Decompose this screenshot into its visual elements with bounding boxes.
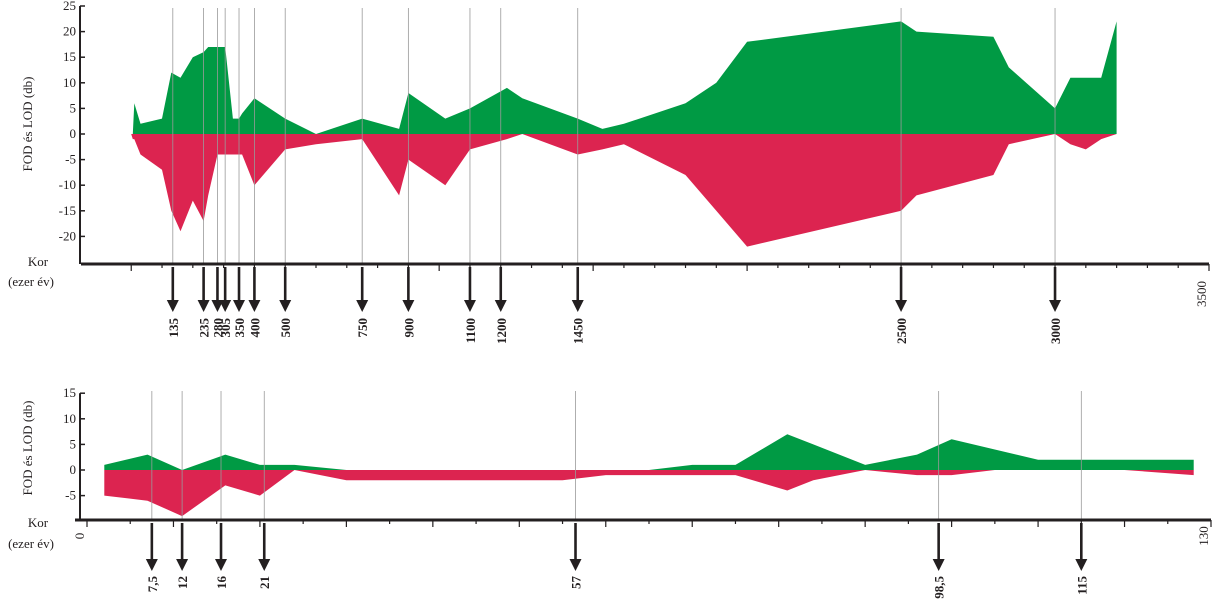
- y-tick-label: 15: [63, 49, 76, 64]
- marker-arrow-head: [571, 300, 584, 312]
- y-axis-label: FOD és LOD (db): [20, 401, 35, 496]
- marker-arrow-head: [145, 559, 158, 571]
- marker-label: 280: [210, 318, 225, 338]
- marker-arrow-head: [356, 300, 369, 312]
- chart-2: 15 10 5 0 -5 FOD és LOD (db) Kor (ezer év) 130 0 7…: [8, 385, 1212, 599]
- marker-label: 21: [257, 576, 272, 589]
- marker-label: 135: [166, 318, 181, 338]
- marker-arrow-head: [233, 300, 246, 312]
- marker-arrow-head: [932, 559, 945, 571]
- marker-arrow-head: [215, 559, 228, 571]
- marker-arrow-head: [248, 300, 261, 312]
- marker-label: 1200: [494, 318, 509, 344]
- marker-label: 12: [175, 576, 190, 589]
- marker-arrow-head: [895, 300, 908, 312]
- marker-label: 2500: [894, 318, 909, 344]
- marker-arrow-head: [258, 559, 271, 571]
- marker-label: 57: [569, 576, 584, 590]
- marker-label: 305: [218, 318, 233, 338]
- y-tick-label: 0: [70, 126, 77, 141]
- x-start-label: 0: [72, 533, 87, 540]
- x-axis-label-line1: Kor: [28, 515, 49, 530]
- y-tick-label: -15: [59, 203, 76, 218]
- marker-arrow-head: [219, 300, 232, 312]
- marker-label: 400: [247, 318, 262, 338]
- marker-arrow-head: [176, 559, 189, 571]
- marker-label: 235: [197, 318, 212, 338]
- marker-arrow-head: [166, 300, 179, 312]
- marker-label: 900: [401, 318, 416, 338]
- marker-label: 16: [214, 576, 229, 590]
- y-tick-label: -10: [59, 177, 76, 192]
- marker-label: 115: [1074, 576, 1089, 595]
- marker-arrow-head: [463, 300, 476, 312]
- y-tick-label: 0: [70, 462, 77, 477]
- lod-area: [131, 134, 1117, 247]
- y-tick-label: 10: [63, 411, 76, 426]
- fod-area: [131, 21, 1117, 134]
- marker-arrow-head: [569, 559, 582, 571]
- marker-arrow-head: [402, 300, 415, 312]
- x-axis-label-line1: Kor: [28, 254, 49, 269]
- marker-label: 98,5: [932, 576, 947, 599]
- marker-label: 7,5: [145, 576, 160, 593]
- x-end-label: 130: [1196, 526, 1211, 546]
- marker-arrow-head: [1049, 300, 1062, 312]
- lod-area: [104, 470, 1194, 517]
- marker-arrow-head: [211, 300, 224, 312]
- y-tick-label: 20: [63, 24, 76, 39]
- marker-label: 500: [278, 318, 293, 338]
- y-tick-label: 5: [70, 100, 77, 115]
- marker-arrow-head: [279, 300, 292, 312]
- y-tick-label: 15: [63, 385, 76, 400]
- y-axis-label: FOD és LOD (db): [20, 77, 35, 172]
- x-end-label: 3500: [1194, 281, 1209, 307]
- x-axis-label-line2: (ezer év): [8, 536, 54, 551]
- marker-arrow-head: [494, 300, 507, 312]
- marker-label: 3000: [1048, 318, 1063, 344]
- y-tick-label: 25: [63, 0, 76, 13]
- x-axis-label-line2: (ezer év): [8, 274, 54, 289]
- marker-label: 750: [355, 318, 370, 338]
- marker-arrow-head: [197, 300, 210, 312]
- y-tick-label: -20: [59, 228, 76, 243]
- fod-area: [104, 434, 1194, 470]
- marker-label: 350: [232, 318, 247, 338]
- y-tick-label: -5: [65, 488, 76, 503]
- y-tick-label: 5: [70, 436, 77, 451]
- y-tick-label: 10: [63, 75, 76, 90]
- chart-1: 25 20 15 10 5 0 -5 -10 -15 -20 FOD és LOD (db) Kor (…: [8, 0, 1210, 344]
- marker-label: 1100: [463, 318, 478, 343]
- marker-label: 1450: [571, 318, 586, 344]
- marker-arrow-head: [1075, 559, 1088, 571]
- y-tick-label: -5: [65, 152, 76, 167]
